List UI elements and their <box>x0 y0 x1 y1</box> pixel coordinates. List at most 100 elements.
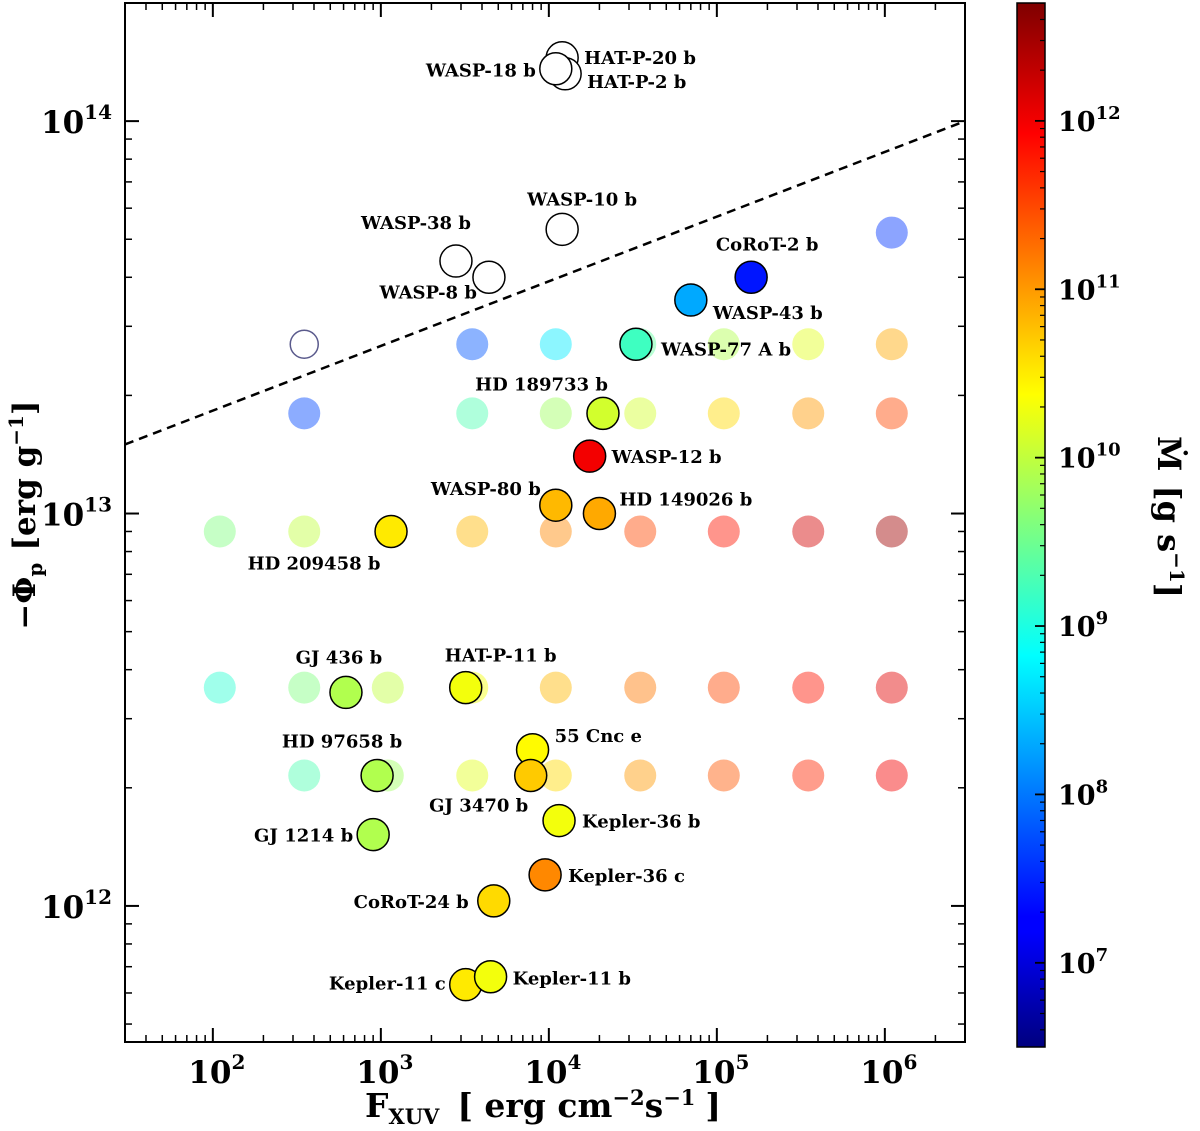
grid-point <box>288 397 320 429</box>
planet-label: HD 149026 b <box>619 490 752 511</box>
grid-point <box>624 515 656 547</box>
grid-point <box>708 759 740 791</box>
planet-point <box>357 819 389 851</box>
grid-point <box>792 515 824 547</box>
colorbar-tick-labels: 107 108 109 1010 1011 1012 <box>1058 103 1121 980</box>
colorbar-tick-label: 109 <box>1058 608 1108 643</box>
grid-point <box>876 515 908 547</box>
y-tick-labels: 1012 1013 1014 <box>41 100 112 926</box>
grid-point <box>290 330 318 358</box>
grid-point <box>288 672 320 704</box>
grid-point <box>372 672 404 704</box>
planet-label: WASP-12 b <box>611 447 722 468</box>
grid-point <box>792 759 824 791</box>
figure: HAT-P-20 b HAT-P-2 b WASP-18 b WASP-10 b WAS… <box>0 0 1200 1131</box>
colorbar-tick-label: 1012 <box>1058 103 1121 138</box>
x-tick-label: 102 <box>188 1050 245 1091</box>
planet-point <box>375 515 407 547</box>
planet-point <box>543 805 575 837</box>
planet-label: WASP-80 b <box>430 479 541 500</box>
grid-point <box>456 397 488 429</box>
y-axis-title: −Φp[erg g−1] <box>4 400 47 629</box>
planet-point <box>735 261 767 293</box>
colorbar-tick-label: 108 <box>1058 776 1108 811</box>
grid-point <box>876 672 908 704</box>
grid-point <box>204 672 236 704</box>
grid-point <box>708 397 740 429</box>
x-axis-title: FXUV[ erg cm−2s−1] <box>365 1085 721 1129</box>
planet-label: CoRoT-24 b <box>354 892 469 913</box>
x-tick-label: 103 <box>356 1050 413 1091</box>
planet-point <box>450 672 482 704</box>
y-tick-label: 1014 <box>41 100 112 141</box>
planet-point <box>583 498 615 530</box>
planet-point <box>475 961 507 993</box>
planet-label: 55 Cnc e <box>555 726 642 747</box>
colorbar-tick-label: 1010 <box>1058 440 1121 475</box>
planet-point <box>473 261 505 293</box>
planet-label: HD 189733 b <box>475 374 608 395</box>
colorbar-tick-label: 107 <box>1058 945 1108 980</box>
planet-point <box>574 440 606 472</box>
planet-point <box>540 53 572 85</box>
grid-point <box>876 328 908 360</box>
x-tick-label: 104 <box>524 1050 581 1091</box>
grid-point <box>876 217 908 249</box>
grid-point <box>792 328 824 360</box>
x-tick-label: 105 <box>692 1050 749 1091</box>
dashed-threshold-line <box>125 121 965 444</box>
grid-point <box>288 515 320 547</box>
planet-point <box>546 213 578 245</box>
grid-point <box>708 672 740 704</box>
grid-point <box>876 397 908 429</box>
planet-label: WASP-38 b <box>360 213 471 234</box>
planet-label: HAT-P-20 b <box>584 48 696 69</box>
grid-point <box>792 672 824 704</box>
planet-point <box>361 759 393 791</box>
planet-point <box>440 245 472 277</box>
planet-label: HD 97658 b <box>282 731 402 752</box>
grid-point <box>708 515 740 547</box>
planet-label: GJ 3470 b <box>429 795 528 816</box>
planet-label: HAT-P-2 b <box>587 72 686 93</box>
planet-label: Kepler-36 c <box>568 866 685 887</box>
planet-label: GJ 1214 b <box>254 826 353 847</box>
grid-point <box>792 397 824 429</box>
grid-point <box>624 759 656 791</box>
grid-point <box>204 515 236 547</box>
grid-point <box>624 672 656 704</box>
planet-label: WASP-43 b <box>712 303 823 324</box>
planet-label: HAT-P-11 b <box>445 646 557 667</box>
planet-point <box>587 397 619 429</box>
planet-point <box>515 759 547 791</box>
grid-point <box>456 759 488 791</box>
planet-label: GJ 436 b <box>296 647 383 668</box>
grid-point <box>540 397 572 429</box>
planet-point <box>478 885 510 917</box>
grid-point <box>876 759 908 791</box>
planet-label: WASP-18 b <box>425 61 536 82</box>
x-tick-labels: 102 103 104 105 106 <box>188 1050 917 1091</box>
y-tick-label: 1012 <box>41 885 112 926</box>
grid-point <box>288 759 320 791</box>
planet-point <box>540 489 572 521</box>
planet-label: HD 209458 b <box>248 553 381 574</box>
planet-label: Kepler-11 c <box>329 974 446 995</box>
planet-label: WASP-8 b <box>379 282 477 303</box>
planet-point <box>529 859 561 891</box>
planet-label: WASP-10 b <box>526 189 637 210</box>
grid-point <box>456 328 488 360</box>
y-tick-label: 1013 <box>41 493 112 534</box>
planet-point <box>330 676 362 708</box>
planet-point <box>620 328 652 360</box>
planet-point <box>675 284 707 316</box>
colorbar-tick-label: 1011 <box>1058 271 1121 306</box>
grid-point <box>456 515 488 547</box>
planet-label: Kepler-36 b <box>582 812 700 833</box>
grid-point <box>624 397 656 429</box>
grid-point <box>540 672 572 704</box>
planet-labels: HAT-P-20 b HAT-P-2 b WASP-18 b WASP-10 b WAS… <box>248 48 823 995</box>
planet-label: WASP-77 A b <box>660 339 791 360</box>
colorbar-title: Ṁ[g s−1] <box>1150 436 1189 598</box>
planet-label: Kepler-11 b <box>513 969 631 990</box>
